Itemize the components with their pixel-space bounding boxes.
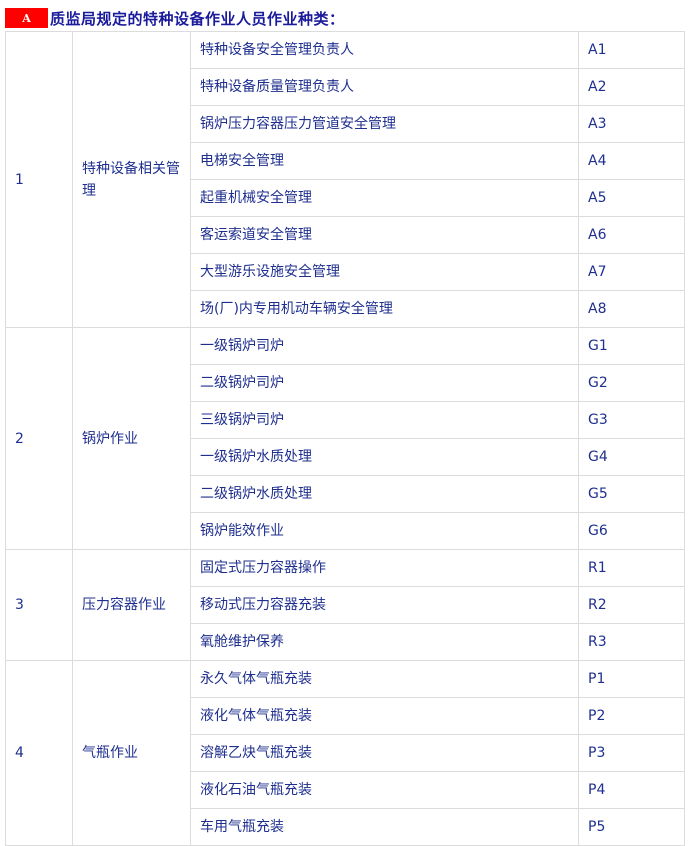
item-name-cell: 氧舱维护保养 [190, 623, 579, 661]
table-body: 1 特种设备相关管理 特种设备安全管理负责人 A1 特种设备质量管理负责人 A2 锅炉压力容… [5, 31, 685, 846]
item-name-cell: 特种设备安全管理负责人 [190, 31, 579, 69]
item-name-cell: 场(厂)内专用机动车辆安全管理 [190, 290, 579, 328]
item-name-cell: 起重机械安全管理 [190, 179, 579, 217]
section-badge: A [5, 8, 48, 28]
table-row: 4 气瓶作业 永久气体气瓶充装 P1 [5, 660, 685, 846]
group-number-cell: 4 [5, 660, 73, 846]
item-name-cell: 二级锅炉水质处理 [190, 475, 579, 513]
table-row: 二级锅炉水质处理 G5 [6, 475, 685, 513]
item-code-cell: G4 [578, 438, 685, 476]
item-name-cell: 固定式压力容器操作 [190, 549, 579, 587]
item-code-cell: G2 [578, 364, 685, 402]
table-row: 液化石油气瓶充装 P4 [6, 771, 685, 809]
item-code-cell: P1 [578, 660, 685, 698]
section-heading: A 质监局规定的特种设备作业人员作业种类： [5, 8, 345, 28]
item-name-cell: 液化气体气瓶充装 [190, 697, 579, 735]
item-name-cell: 特种设备质量管理负责人 [190, 68, 579, 106]
item-code-cell: A4 [578, 142, 685, 180]
group-number-cell: 1 [5, 31, 73, 328]
item-code-cell: A1 [578, 31, 685, 69]
item-name-cell: 液化石油气瓶充装 [190, 771, 579, 809]
table-row: 特种设备质量管理负责人 A2 [6, 68, 685, 106]
item-code-cell: R3 [578, 623, 685, 661]
table-row: 二级锅炉司炉 G2 [6, 364, 685, 402]
item-code-cell: G6 [578, 512, 685, 550]
table-row: 三级锅炉司炉 G3 [6, 401, 685, 439]
item-name-cell: 一级锅炉司炉 [190, 327, 579, 365]
item-name-cell: 锅炉能效作业 [190, 512, 579, 550]
item-name-cell: 永久气体气瓶充装 [190, 660, 579, 698]
table-row: 锅炉能效作业 G6 [6, 512, 685, 550]
item-name-cell: 二级锅炉司炉 [190, 364, 579, 402]
group-category-cell: 特种设备相关管理 [72, 31, 191, 328]
item-code-cell: A6 [578, 216, 685, 254]
item-code-cell: G1 [578, 327, 685, 365]
table-row: 锅炉压力容器压力管道安全管理 A3 [6, 105, 685, 143]
item-name-cell: 三级锅炉司炉 [190, 401, 579, 439]
item-code-cell: P3 [578, 734, 685, 772]
table-row: 氧舱维护保养 R3 [6, 623, 685, 661]
table-row: 液化气体气瓶充装 P2 [6, 697, 685, 735]
table-row: 溶解乙炔气瓶充装 P3 [6, 734, 685, 772]
group-category-cell: 气瓶作业 [72, 660, 191, 846]
item-name-cell: 一级锅炉水质处理 [190, 438, 579, 476]
table-row: 1 特种设备相关管理 特种设备安全管理负责人 A1 [5, 31, 685, 328]
item-code-cell: P4 [578, 771, 685, 809]
group-category-cell: 压力容器作业 [72, 549, 191, 661]
table-row: 场(厂)内专用机动车辆安全管理 A8 [6, 290, 685, 328]
item-code-cell: G5 [578, 475, 685, 513]
item-code-cell: A2 [578, 68, 685, 106]
table-row: 电梯安全管理 A4 [6, 142, 685, 180]
item-name-cell: 大型游乐设施安全管理 [190, 253, 579, 291]
group-category-cell: 锅炉作业 [72, 327, 191, 550]
item-code-cell: A7 [578, 253, 685, 291]
group-number-cell: 3 [5, 549, 73, 661]
item-name-cell: 溶解乙炔气瓶充装 [190, 734, 579, 772]
item-code-cell: P2 [578, 697, 685, 735]
item-name-cell: 电梯安全管理 [190, 142, 579, 180]
item-name-cell: 客运索道安全管理 [190, 216, 579, 254]
item-code-cell: G3 [578, 401, 685, 439]
table-row: 客运索道安全管理 A6 [6, 216, 685, 254]
table-row: 3 压力容器作业 固定式压力容器操作 R1 [5, 549, 685, 661]
item-name-cell: 车用气瓶充装 [190, 808, 579, 846]
item-code-cell: A8 [578, 290, 685, 328]
table-row: 2 锅炉作业 一级锅炉司炉 G1 [5, 327, 685, 550]
table-row: 移动式压力容器充装 R2 [6, 586, 685, 624]
section-title: 质监局规定的特种设备作业人员作业种类： [50, 9, 345, 28]
item-code-cell: P5 [578, 808, 685, 846]
item-code-cell: R2 [578, 586, 685, 624]
item-code-cell: R1 [578, 549, 685, 587]
item-code-cell: A3 [578, 105, 685, 143]
table-row: 起重机械安全管理 A5 [6, 179, 685, 217]
item-code-cell: A5 [578, 179, 685, 217]
item-name-cell: 移动式压力容器充装 [190, 586, 579, 624]
table-row: 大型游乐设施安全管理 A7 [6, 253, 685, 291]
operation-types-table: 1 特种设备相关管理 特种设备安全管理负责人 A1 特种设备质量管理负责人 A2 锅炉压力容… [5, 31, 685, 846]
item-name-cell: 锅炉压力容器压力管道安全管理 [190, 105, 579, 143]
group-number-cell: 2 [5, 327, 73, 550]
